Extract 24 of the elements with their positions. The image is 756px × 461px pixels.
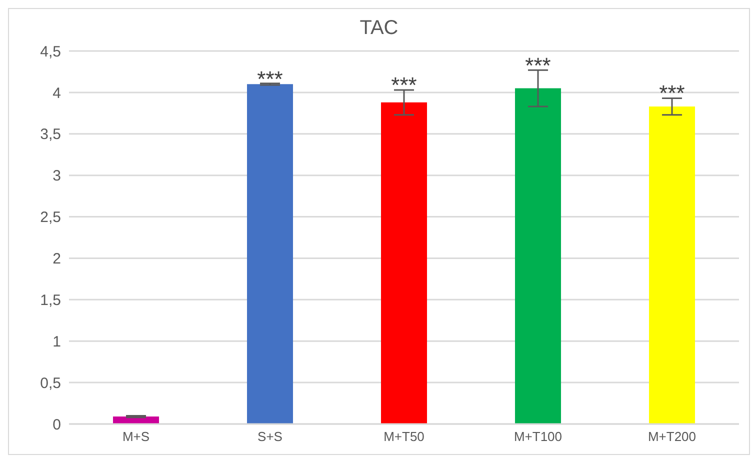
y-tick-label: 0 (52, 416, 61, 434)
y-tick-label: 3,5 (40, 126, 61, 144)
annotation: *** (257, 66, 284, 92)
y-tick-label: 0,5 (40, 374, 61, 392)
y-tick-label: 2 (52, 250, 61, 268)
bar (649, 106, 695, 424)
annotation: *** (525, 53, 552, 78)
annotation: *** (659, 80, 686, 106)
y-tick-label: 2,5 (40, 209, 61, 226)
x-tick-label: M+T100 (514, 429, 562, 444)
chart-title: TAC (358, 16, 400, 39)
x-tick-label: M+T50 (384, 429, 424, 444)
y-tick-label: 4 (52, 84, 61, 102)
bar (247, 84, 293, 424)
annotation: *** (391, 72, 418, 98)
bar (515, 88, 561, 424)
x-tick-label: S+S (258, 429, 283, 444)
x-tick-label: M+S (122, 429, 150, 444)
y-tick-label: 4,5 (40, 43, 61, 60)
x-tick-label: M+T200 (648, 429, 696, 444)
y-tick-label: 1 (52, 333, 61, 350)
bar (381, 102, 427, 424)
y-tick-label: 3 (52, 168, 61, 185)
y-tick-label: 1,5 (40, 292, 61, 309)
